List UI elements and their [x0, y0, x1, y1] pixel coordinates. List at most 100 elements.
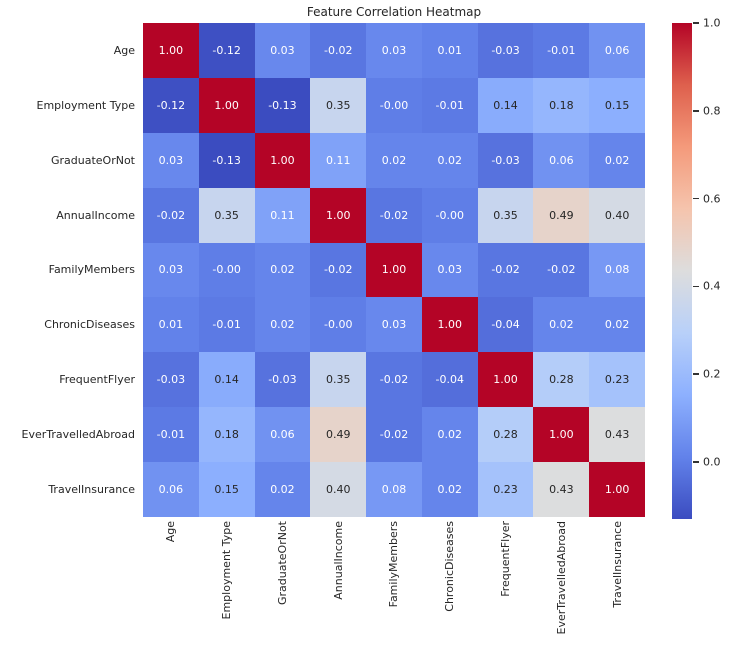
colorbar-tick-label: 0.4 [703, 279, 721, 293]
y-axis-tick-label: GraduateOrNot [50, 153, 135, 167]
heatmap-cell: -0.04 [477, 297, 534, 353]
x-axis-tick-label: Age [164, 521, 178, 543]
heatmap-cell: 0.35 [477, 187, 534, 243]
heatmap-cell: 1.00 [366, 242, 422, 298]
heatmap-cell: 1.00 [477, 352, 534, 408]
heatmap-cell: 0.06 [143, 462, 199, 517]
heatmap-cell: 0.03 [421, 242, 478, 298]
heatmap-cell: 0.02 [589, 132, 645, 188]
heatmap-cell: -0.01 [143, 407, 199, 463]
heatmap-cell: 1.00 [254, 132, 311, 188]
heatmap-cell: 0.02 [421, 132, 478, 188]
heatmap-cell: -0.03 [143, 352, 199, 408]
x-axis-tick-slot: FamilyMembers [366, 521, 422, 661]
x-axis-tick-slot: Age [143, 521, 199, 661]
heatmap-cell: 0.02 [421, 462, 478, 517]
heatmap-cell: -0.03 [254, 352, 311, 408]
heatmap-cell: 0.18 [198, 407, 255, 463]
heatmap-cell: 0.43 [589, 407, 645, 463]
heatmap-cell: 0.28 [533, 352, 590, 408]
y-axis-tick-label: Age [113, 43, 135, 57]
heatmap-cell: -0.02 [310, 242, 367, 298]
heatmap-cell: -0.02 [477, 242, 534, 298]
x-axis-labels: Age Employment Type GraduateOrNot AnnualInc… [143, 521, 645, 661]
colorbar-tick-mark [693, 373, 699, 375]
x-axis-tick-slot: Employment Type [199, 521, 255, 661]
x-axis-tick-label: FamilyMembers [387, 521, 401, 608]
colorbar-tick-mark [693, 197, 699, 200]
heatmap-cell: 0.03 [366, 297, 422, 353]
heatmap-cell: 0.06 [533, 132, 590, 188]
colorbar: 1.0 0.8 0.6 0.4 0.2 0.0 [672, 17, 721, 519]
heatmap-cell: 0.11 [310, 132, 367, 188]
heatmap-cell: -0.03 [477, 132, 534, 188]
heatmap-cell: -0.12 [198, 23, 255, 78]
colorbar-tick-mark [693, 461, 699, 463]
colorbar-tick-label: 0.6 [703, 192, 721, 206]
heatmap-cell: -0.01 [533, 23, 590, 78]
heatmap-cell: -0.02 [366, 187, 422, 243]
colorbar-tick-mark [693, 22, 699, 24]
heatmap-cell: 0.02 [533, 297, 590, 353]
heatmap-cell: 1.00 [533, 407, 590, 463]
heatmap-cell: 0.02 [254, 297, 311, 353]
heatmap-cell: 0.02 [421, 407, 478, 463]
heatmap-cell: 0.03 [143, 242, 199, 298]
colorbar-gradient [672, 23, 692, 519]
heatmap-cell: -0.00 [421, 187, 478, 243]
x-axis-tick-label: EverTravelledAbroad [554, 521, 568, 635]
y-axis-tick-label: TravelInsurance [48, 483, 135, 497]
heatmap-cell: 0.23 [477, 462, 534, 517]
x-axis-tick-slot: ChronicDiseases [422, 521, 478, 661]
heatmap-cell: -0.03 [477, 23, 534, 78]
x-axis-tick-slot: FrequentFlyer [478, 521, 534, 661]
x-axis-tick-slot: AnnualIncome [310, 521, 366, 661]
heatmap-cell: 0.06 [254, 407, 311, 463]
y-axis-tick-label: FrequentFlyer [59, 373, 135, 387]
heatmap-cell: 0.15 [589, 77, 645, 133]
colorbar-tick-label: 0.8 [703, 104, 721, 118]
colorbar-tick-mark [693, 110, 699, 112]
y-axis-tick-label: ChronicDiseases [44, 318, 135, 332]
x-axis-tick-label: TravelInsurance [610, 521, 624, 608]
heatmap-cell: -0.12 [143, 77, 199, 133]
x-axis-tick-label: Employment Type [220, 521, 234, 620]
heatmap-cell: 1.00 [310, 187, 367, 243]
x-axis-tick-label: ChronicDiseases [443, 521, 457, 612]
heatmap-cell: 1.00 [143, 23, 199, 78]
colorbar-tick-label: 0.2 [703, 367, 721, 381]
colorbar-tick-label: 1.0 [703, 16, 721, 30]
y-axis-labels: Age Employment Type GraduateOrNot AnnualInc… [0, 23, 136, 517]
x-axis-tick-slot: GraduateOrNot [255, 521, 311, 661]
heatmap-cell: 0.03 [254, 23, 311, 78]
heatmap-cell: 0.03 [143, 132, 199, 188]
x-axis-tick-slot: EverTravelledAbroad [533, 521, 589, 661]
heatmap-cell: -0.01 [421, 77, 478, 133]
heatmap-cell: -0.02 [533, 242, 590, 298]
heatmap-cell: -0.00 [310, 297, 367, 353]
y-axis-tick-label: AnnualIncome [56, 208, 135, 222]
heatmap-cell: 0.02 [254, 242, 311, 298]
heatmap-cell: 0.23 [589, 352, 645, 408]
heatmap-cell: 0.43 [533, 462, 590, 517]
heatmap-cell: 0.35 [310, 352, 367, 408]
heatmap-cell: 0.02 [366, 132, 422, 188]
heatmap-cell: 0.40 [310, 462, 367, 517]
heatmap-cell: -0.02 [143, 187, 199, 243]
heatmap-cell: 0.15 [198, 462, 255, 517]
heatmap-cell: 0.08 [589, 242, 645, 298]
heatmap-cell: 0.01 [421, 23, 478, 78]
heatmap-cell: 0.18 [533, 77, 590, 133]
heatmap-cell: -0.02 [366, 352, 422, 408]
x-axis-tick-label: GraduateOrNot [275, 521, 289, 606]
y-axis-tick-label: Employment Type [36, 98, 135, 112]
heatmap-cell: 0.08 [366, 462, 422, 517]
heatmap-cell: 0.35 [310, 77, 367, 133]
heatmap-cell: -0.13 [254, 77, 311, 133]
heatmap-cell: 0.49 [310, 407, 367, 463]
heatmap-cell: 0.11 [254, 187, 311, 243]
heatmap-cell: 0.35 [198, 187, 255, 243]
heatmap-cell: 1.00 [198, 77, 255, 133]
heatmap-cell: 0.02 [254, 462, 311, 517]
